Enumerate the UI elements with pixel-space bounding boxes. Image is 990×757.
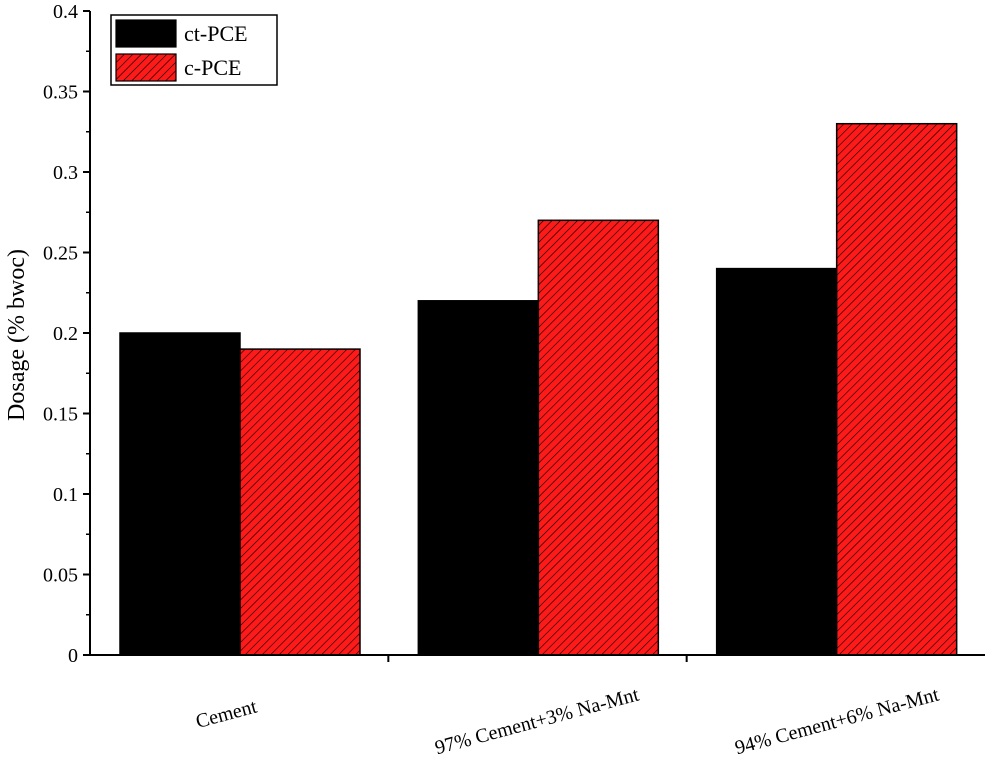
y-tick-label: 0.3 (53, 162, 78, 184)
y-tick-label: 0.15 (43, 404, 78, 426)
bars-layer (119, 122, 958, 656)
y-tick-label: 0.35 (43, 82, 78, 104)
y-tick-label: 0.05 (43, 565, 78, 587)
legend-label-c-PCE: c-PCE (184, 55, 241, 80)
y-axis-title: Dosage (% bwoc) (4, 249, 30, 421)
legend-swatch-c-PCE (115, 53, 177, 82)
y-tick-label: 0.25 (43, 243, 78, 265)
bar-ct-PCE-2 (715, 267, 838, 656)
bar-ct-PCE-1 (417, 300, 540, 656)
x-category-label: 94% Cement+6% Na-Mnt (733, 683, 942, 757)
y-tick-label: 0 (68, 645, 78, 667)
y-tick-label: 0.1 (53, 484, 78, 506)
bar-c-PCE-2 (835, 122, 958, 656)
legend-label-ct-PCE: ct-PCE (184, 21, 248, 46)
legend-swatch-ct-PCE (115, 19, 177, 48)
y-tick-label: 0.4 (53, 1, 78, 23)
y-tick-label: 0.2 (53, 323, 78, 345)
x-category-label: Cement (194, 695, 260, 732)
bar-c-PCE-1 (537, 219, 660, 656)
legend: ct-PCE c-PCE (110, 14, 278, 86)
x-category-label: 97% Cement+3% Na-Mnt (433, 683, 642, 757)
bar-c-PCE-0 (239, 348, 361, 656)
bar-ct-PCE-0 (119, 332, 241, 656)
